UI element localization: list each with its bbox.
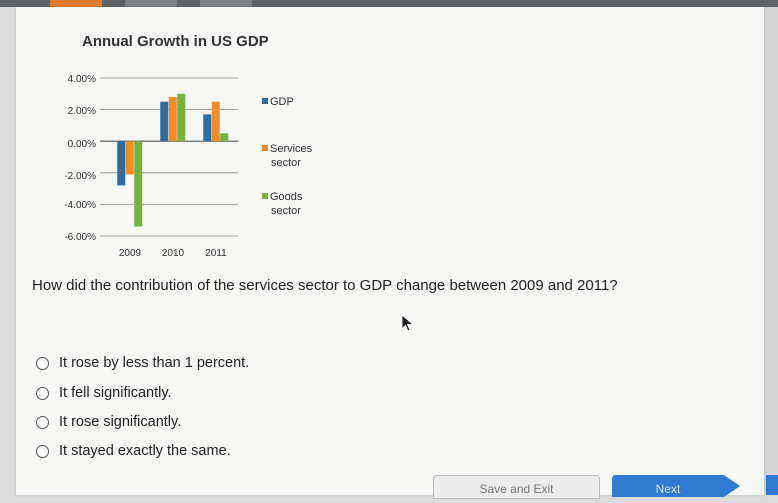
bar-gdp-2009 (117, 141, 126, 186)
bar-gdp-2011 (203, 114, 212, 142)
mouse-cursor-icon (401, 314, 415, 332)
bar-services-sector-2011 (211, 101, 220, 142)
legend-label-services: Services (270, 143, 313, 155)
option-label: It fell significantly. (59, 385, 172, 401)
question-card (16, 7, 764, 495)
bar-goods-sector-2011 (220, 133, 229, 142)
y-tick-label: -4.00% (64, 200, 96, 211)
right-edge (764, 7, 778, 495)
bar-gdp-2010 (160, 101, 169, 142)
y-tick-label: -2.00% (64, 171, 96, 182)
radio-button[interactable] (36, 415, 49, 429)
option-label: It stayed exactly the same. (59, 443, 231, 459)
y-tick-label: 2.00% (68, 106, 96, 117)
option-label: It rose by less than 1 percent. (59, 355, 250, 371)
y-tick-label: 4.00% (68, 74, 96, 85)
bars (117, 93, 229, 227)
legend-label-gdp: GDP (270, 96, 294, 108)
answer-option-4[interactable]: It stayed exactly the same. (36, 443, 231, 459)
top-tab-accent (50, 0, 102, 7)
answer-option-2[interactable]: It fell significantly. (36, 385, 172, 401)
bar-goods-sector-2010 (177, 93, 186, 142)
bar-services-sector-2010 (168, 96, 177, 142)
bar-goods-sector-2009 (134, 141, 143, 227)
top-bar (0, 0, 778, 7)
x-tick-label: 2009 (119, 248, 142, 259)
radio-button[interactable] (36, 444, 49, 458)
y-tick-label: 0.00% (68, 139, 96, 150)
next-button[interactable]: Next (612, 475, 724, 497)
chart-title: Annual Growth in US GDP (82, 33, 269, 50)
legend-label-goods-2: sector (271, 205, 301, 217)
legend-label-services-2: sector (271, 157, 301, 169)
answer-option-1[interactable]: It rose by less than 1 percent. (36, 355, 249, 371)
bar-services-sector-2009 (125, 141, 134, 175)
legend-swatch-goods (262, 193, 268, 199)
legend-label-goods: Goods (270, 191, 303, 203)
answer-option-3[interactable]: It rose significantly. (36, 414, 181, 430)
x-tick-label: 2010 (162, 248, 185, 259)
radio-button[interactable] (36, 386, 49, 400)
y-tick-label: -6.00% (64, 232, 96, 243)
legend-swatch-gdp (262, 98, 268, 104)
question-text: How did the contribution of the services… (32, 277, 618, 294)
top-tab (125, 0, 177, 7)
x-tick-label: 2011 (205, 248, 227, 259)
save-and-exit-button[interactable]: Save and Exit (433, 475, 600, 499)
radio-button[interactable] (36, 356, 49, 370)
option-label: It rose significantly. (59, 414, 182, 430)
top-tab (200, 0, 252, 7)
legend-swatch-services (262, 145, 268, 151)
next-button-edge (766, 475, 778, 495)
next-arrow-icon[interactable] (724, 475, 740, 497)
